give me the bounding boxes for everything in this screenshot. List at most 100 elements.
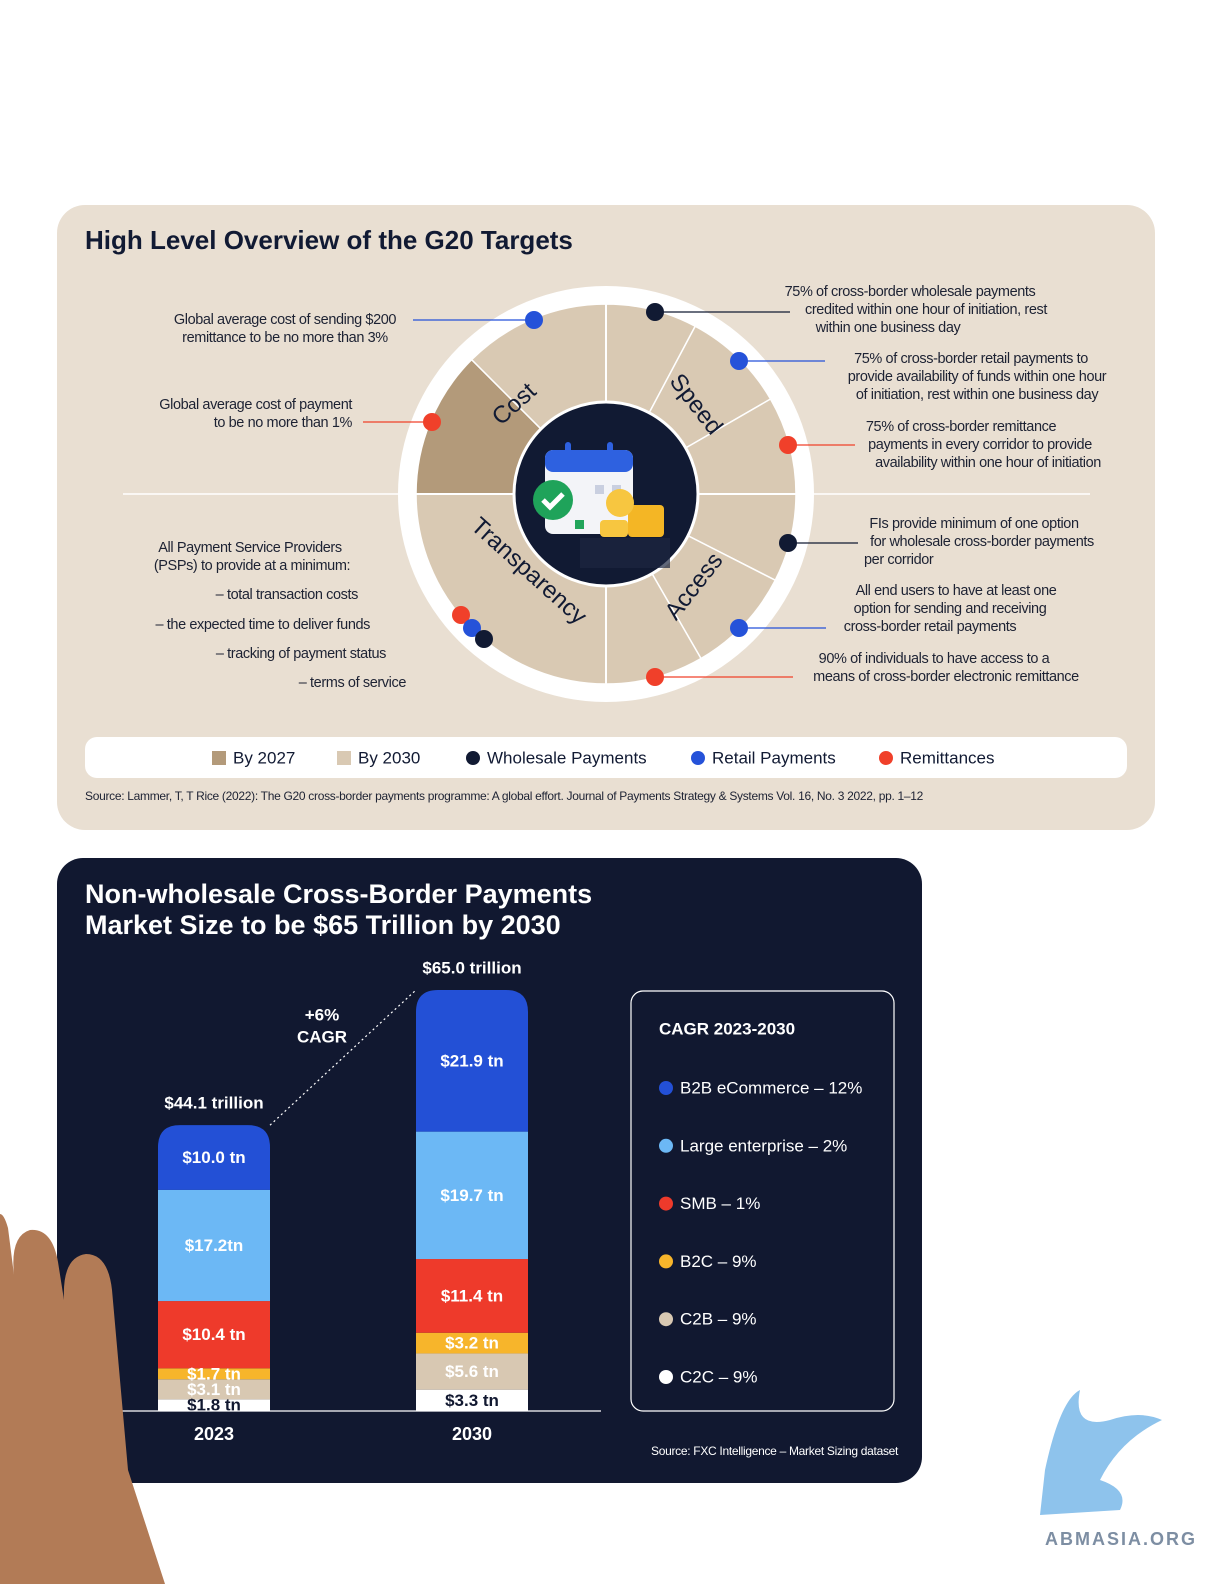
target-dot	[423, 413, 441, 431]
legend-label: B2B eCommerce – 12%	[680, 1078, 862, 1097]
overview-title: High Level Overview of the G20 Targets	[85, 225, 573, 255]
value-label: $3.1 tn	[187, 1380, 241, 1399]
target-text: to be no more than 1%	[214, 415, 353, 431]
target-text: – tracking of payment status	[216, 646, 386, 662]
legend-swatch	[659, 1196, 673, 1211]
logo	[1040, 1390, 1162, 1515]
target-text: cross-border retail payments	[844, 619, 1017, 635]
total-label: $44.1 trillion	[164, 1094, 263, 1113]
target-text: All end users to have at least one	[856, 583, 1057, 599]
hand	[0, 1214, 165, 1584]
bar-segment	[158, 1399, 270, 1411]
legend-swatch	[659, 1370, 673, 1384]
target-text: for wholesale cross-border payments	[870, 534, 1094, 550]
bar-segment	[158, 1189, 270, 1302]
legend-title: CAGR 2023-2030	[659, 1019, 795, 1038]
target-text: All Payment Service Providers	[158, 540, 342, 556]
bar-segment	[416, 1353, 528, 1390]
legend-swatch	[337, 751, 351, 765]
value-label: $3.3 tn	[445, 1391, 499, 1410]
target-text: 75% of cross-border retail payments to	[854, 351, 1088, 367]
target-text: provide availability of funds within one…	[848, 369, 1107, 385]
target-text: payments in every corridor to provide	[868, 437, 1092, 453]
chart-source: Source: FXC Intelligence – Market Sizing…	[651, 1444, 899, 1458]
target-text: option for sending and receiving	[854, 601, 1047, 617]
annotation: CAGR	[297, 1027, 347, 1046]
target-text: – terms of service	[299, 675, 407, 691]
value-label: $17.2tn	[185, 1236, 244, 1255]
legend-label: Retail Payments	[712, 748, 836, 767]
legend-label: SMB – 1%	[680, 1194, 760, 1213]
target-dot	[646, 668, 664, 686]
target-text: Global average cost of payment	[159, 397, 352, 413]
bar-segment	[416, 990, 528, 1132]
chart-title: Market Size to be $65 Trillion by 2030	[85, 910, 561, 940]
legend-swatch	[659, 1081, 673, 1095]
target-text: 90% of individuals to have access to a	[819, 651, 1051, 667]
target-text: means of cross-border electronic remitta…	[813, 669, 1079, 685]
legend-label: By 2027	[233, 748, 295, 767]
legend-swatch	[879, 751, 893, 765]
value-label: $5.6 tn	[445, 1362, 499, 1381]
legend-label: C2C – 9%	[680, 1367, 757, 1386]
target-text: credited within one hour of initiation, …	[805, 302, 1047, 318]
bar-segment	[158, 1301, 270, 1369]
target-text: remittance to be no more than 3%	[182, 330, 388, 346]
bar-segment	[158, 1368, 270, 1380]
value-label: $21.9 tn	[440, 1051, 503, 1070]
bar-segment	[416, 1389, 528, 1411]
target-text: – total transaction costs	[216, 587, 358, 603]
target-dot	[525, 311, 543, 329]
target-dot	[646, 303, 664, 321]
bar-segment	[158, 1379, 270, 1400]
bar-segment	[416, 1332, 528, 1354]
legend-label: Large enterprise – 2%	[680, 1136, 847, 1155]
chart-legend-box	[630, 990, 895, 1412]
target-text: FIs provide minimum of one option	[869, 516, 1079, 532]
target-text: within one business day	[815, 320, 962, 336]
target-text: – the expected time to deliver funds	[155, 617, 370, 633]
value-label: $10.4 tn	[182, 1325, 245, 1344]
legend-swatch	[659, 1312, 673, 1327]
overview-source: Source: Lammer, T, T Rice (2022): The G2…	[85, 789, 924, 803]
value-label: $10.0 tn	[182, 1148, 245, 1167]
value-label: $3.2 tn	[445, 1334, 499, 1353]
target-dot	[779, 534, 797, 552]
value-label: $1.8 tn	[187, 1396, 241, 1415]
value-label: $1.7 tn	[187, 1364, 241, 1383]
legend-label: B2C – 9%	[680, 1252, 757, 1271]
value-label: $11.4 tn	[441, 1286, 503, 1305]
legend-box	[85, 737, 1127, 778]
total-label: $65.0 trillion	[422, 958, 521, 977]
legend-swatch	[659, 1138, 673, 1153]
chart-title: Non-wholesale Cross-Border Payments	[85, 879, 592, 909]
bar-segment	[158, 1125, 270, 1190]
center-icon	[533, 442, 670, 568]
x-tick-label: 2030	[452, 1424, 492, 1444]
target-dot	[452, 606, 470, 624]
legend-swatch	[212, 751, 226, 765]
target-dot	[779, 436, 797, 454]
target-text: 75% of cross-border remittance	[866, 419, 1057, 435]
target-text: Global average cost of sending $200	[174, 312, 397, 328]
bar-segment	[416, 1131, 528, 1260]
cagr-connector	[269, 989, 417, 1126]
target-dot	[730, 352, 748, 370]
legend-label: C2B – 9%	[680, 1310, 757, 1329]
target-text: per corridor	[864, 552, 934, 568]
value-label: $19.7 tn	[440, 1186, 503, 1205]
target-dot	[475, 630, 493, 648]
target-dot	[730, 619, 748, 637]
legend-label: Wholesale Payments	[487, 748, 647, 767]
annotation: +6%	[305, 1005, 340, 1024]
target-text: 75% of cross-border wholesale payments	[785, 284, 1036, 300]
watermark: ABMASIA.ORG	[1045, 1529, 1197, 1549]
target-text: availability within one hour of initiati…	[875, 455, 1101, 471]
target-text: of initiation, rest within one business …	[856, 387, 1099, 403]
legend-label: By 2030	[358, 748, 420, 767]
legend-label: Remittances	[900, 748, 994, 767]
bar-segment	[416, 1259, 528, 1333]
legend-swatch	[659, 1254, 673, 1269]
legend-swatch	[691, 751, 705, 765]
